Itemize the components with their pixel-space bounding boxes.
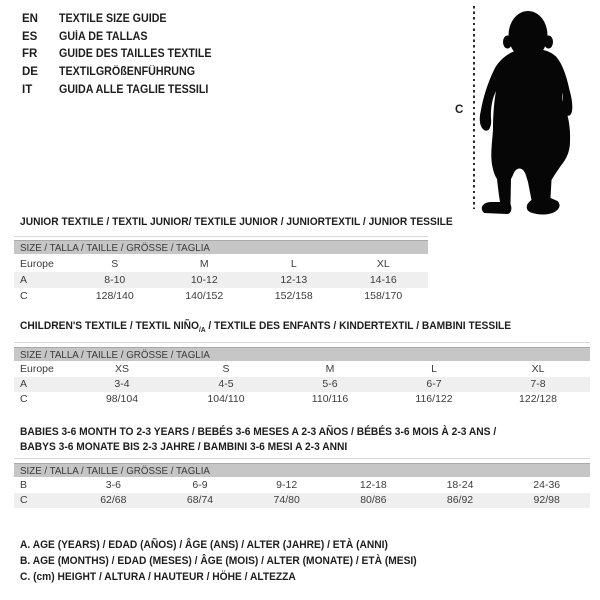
- language-row-it: IT GUIDA ALLE TAGLIE TESSILI: [22, 82, 223, 100]
- value-cell: 74/80: [273, 494, 300, 506]
- value-cell: 80/86: [360, 494, 387, 506]
- table-row: Europe S M L XL: [14, 256, 428, 272]
- language-title-list: EN TEXTILE SIZE GUIDE ES GUÍA DE TALLAS …: [22, 11, 223, 99]
- table-row: B 3-6 6-9 9-12 12-18 18-24 24-36: [14, 478, 590, 493]
- table-row: A 8-10 10-12 12-13 14-16: [14, 272, 428, 288]
- value-cell: 68/74: [186, 494, 214, 506]
- size-header-label: SIZE / TALLA / TAILLE / GRÖSSE / TAGLIA: [20, 349, 210, 361]
- table-row: C 128/140 140/152 152/158 158/170: [14, 288, 428, 304]
- junior-section-title: JUNIOR TEXTILE / TEXTIL JUNIOR/ TEXTILE …: [20, 216, 453, 228]
- language-code: IT: [22, 83, 33, 96]
- language-code: DE: [22, 66, 38, 79]
- row-label: Europe: [20, 363, 54, 375]
- value-cell: 6-9: [192, 479, 208, 491]
- table-row: C 62/68 68/74 74/80 80/86 86/92 92/98: [14, 493, 590, 508]
- value-cell: 128/140: [95, 290, 134, 302]
- size-header-bar: SIZE / TALLA / TAILLE / GRÖSSE / TAGLIA: [14, 463, 590, 477]
- row-label: C: [20, 290, 28, 302]
- table-row: C 98/104 104/110 110/116 116/122 122/128: [14, 392, 590, 407]
- value-cell: 98/104: [105, 393, 139, 405]
- value-cell: 12-18: [359, 479, 387, 491]
- legend-line-c: C. (cm) HEIGHT / ALTURA / HAUTEUR / HÖHE…: [20, 571, 296, 583]
- table-top-rule: [14, 342, 590, 343]
- value-cell: 12-13: [280, 274, 308, 286]
- size-cell: XL: [376, 258, 390, 270]
- value-cell: 9-12: [276, 479, 298, 491]
- height-measure-dotted-line: [473, 6, 475, 209]
- size-cell: L: [431, 363, 437, 375]
- language-title: TEXTILE SIZE GUIDE: [59, 13, 167, 25]
- language-title: GUIDA ALLE TAGLIE TESSILI: [59, 83, 209, 96]
- value-cell: 3-6: [105, 479, 121, 491]
- row-label: B: [20, 479, 28, 491]
- value-cell: 24-36: [533, 479, 561, 491]
- value-cell: 3-4: [114, 378, 130, 390]
- size-cell: L: [290, 258, 297, 270]
- junior-table: Europe S M L XL A 8-10 10-12 12-13 14-16…: [14, 256, 428, 304]
- row-label: C: [20, 494, 28, 506]
- size-cell: XS: [114, 363, 129, 375]
- value-cell: 92/98: [533, 494, 560, 506]
- language-title: TEXTILGRÖßENFÜHRUNG: [59, 66, 196, 79]
- value-cell: 62/68: [100, 494, 127, 506]
- value-cell: 18-24: [446, 479, 474, 491]
- value-cell: 158/170: [364, 290, 403, 302]
- language-row-en: EN TEXTILE SIZE GUIDE: [22, 11, 223, 29]
- row-label: A: [20, 378, 28, 390]
- size-cell: M: [199, 258, 209, 270]
- size-header-bar: SIZE / TALLA / TAILLE / GRÖSSE / TAGLIA: [14, 347, 590, 361]
- value-cell: 86/92: [446, 494, 474, 506]
- babies-section-title-line1: BABIES 3-6 MONTH TO 2-3 YEARS / BEBÉS 3-…: [20, 426, 497, 438]
- value-cell: 8-10: [104, 274, 126, 286]
- legend-line-b: B. AGE (MONTHS) / EDAD (MESES) / ÂGE (MO…: [20, 555, 417, 567]
- value-cell: 152/158: [274, 290, 313, 302]
- value-cell: 110/116: [311, 393, 349, 405]
- language-row-es: ES GUÍA DE TALLAS: [22, 29, 223, 47]
- measurement-legend: A. AGE (YEARS) / EDAD (AÑOS) / ÂGE (ANS)…: [20, 537, 447, 585]
- size-header-label: SIZE / TALLA / TAILLE / GRÖSSE / TAGLIA: [20, 242, 210, 254]
- value-cell: 116/122: [415, 393, 453, 405]
- language-row-fr: FR GUIDE DES TAILLES TEXTILE: [22, 46, 223, 64]
- value-cell: 10-12: [190, 274, 218, 286]
- row-label: A: [20, 274, 28, 286]
- value-cell: 5-6: [322, 378, 338, 390]
- language-title: GUÍA DE TALLAS: [59, 30, 148, 43]
- children-table: Europe XS S M L XL A 3-4 4-5 5-6 6-7 7-8…: [14, 362, 590, 407]
- language-code: EN: [22, 13, 38, 25]
- table-row: A 3-4 4-5 5-6 6-7 7-8: [14, 377, 590, 392]
- height-measure-label: C: [455, 104, 464, 116]
- size-cell: M: [325, 363, 335, 375]
- table-top-rule: [14, 236, 428, 237]
- size-cell: S: [222, 363, 230, 375]
- value-cell: 6-7: [426, 378, 442, 390]
- row-label: Europe: [20, 258, 54, 270]
- language-code: FR: [22, 48, 38, 61]
- children-section-title: CHILDREN'S TEXTILE / TEXTIL NIÑO/A / TEX…: [20, 320, 512, 335]
- height-measure-figure: C: [450, 2, 600, 218]
- size-header-label: SIZE / TALLA / TAILLE / GRÖSSE / TAGLIA: [20, 465, 210, 477]
- language-code: ES: [22, 30, 38, 43]
- language-row-de: DE TEXTILGRÖßENFÜHRUNG: [22, 64, 223, 82]
- value-cell: 4-5: [218, 378, 234, 390]
- baby-silhouette-icon: [479, 11, 573, 215]
- value-cell: 122/128: [519, 393, 557, 405]
- value-cell: 14-16: [369, 274, 397, 286]
- value-cell: 140/152: [185, 290, 224, 302]
- legend-line-a: A. AGE (YEARS) / EDAD (AÑOS) / ÂGE (ANS)…: [20, 539, 388, 551]
- table-top-rule: [14, 458, 590, 459]
- babies-section-title-line2: BABYS 3-6 MONATE BIS 2-3 JAHRE / BAMBINI…: [20, 441, 348, 453]
- value-cell: 7-8: [530, 378, 546, 390]
- table-row: Europe XS S M L XL: [14, 362, 590, 377]
- size-header-bar: SIZE / TALLA / TAILLE / GRÖSSE / TAGLIA: [14, 240, 428, 254]
- size-cell: S: [111, 258, 119, 270]
- row-label: C: [20, 393, 28, 405]
- value-cell: 104/110: [207, 393, 245, 405]
- size-cell: XL: [531, 363, 545, 375]
- babies-table: B 3-6 6-9 9-12 12-18 18-24 24-36 C 62/68…: [14, 478, 590, 508]
- language-title: GUIDE DES TAILLES TEXTILE: [59, 48, 212, 61]
